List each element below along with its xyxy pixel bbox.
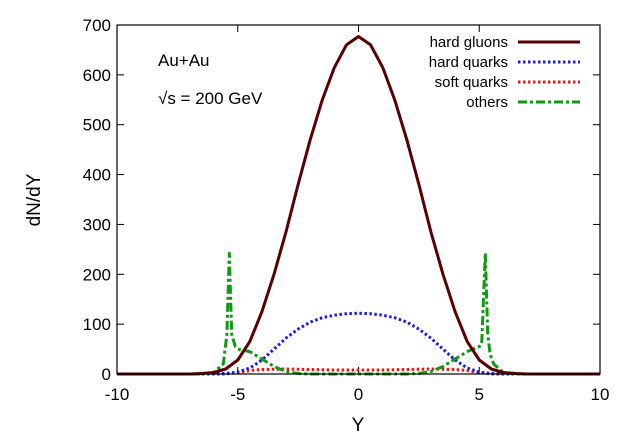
legend: hard gluons hard quarks soft quarks others: [429, 34, 580, 111]
x-tick-label: 5: [475, 385, 484, 404]
series-line-others: [117, 251, 600, 376]
x-tick-label: 0: [354, 385, 363, 404]
x-tick-label: 10: [591, 385, 610, 404]
series-line-hard-gluons: [117, 35, 600, 376]
x-axis-title: Y: [352, 415, 365, 436]
axis-ticks: 0 100 200 300 400 500 600 700 -10 -5 0 5 10: [83, 16, 610, 404]
legend-label: hard gluons: [430, 34, 508, 51]
y-tick-label: 100: [83, 315, 111, 334]
y-axis-title: dN/dY: [24, 173, 45, 226]
x-tick-label: -10: [105, 385, 130, 404]
y-tick-label: 300: [83, 215, 111, 234]
legend-label: others: [466, 94, 508, 111]
y-tick-label: 600: [83, 66, 111, 85]
plot-frame: [116, 24, 601, 375]
y-tick-label: 700: [83, 16, 111, 35]
legend-label: soft quarks: [435, 74, 508, 91]
series-line-soft-quarks: [117, 367, 600, 376]
y-tick-label: 500: [83, 116, 111, 135]
y-tick-label: 200: [83, 265, 111, 284]
plot-series: [117, 35, 600, 376]
x-tick-label: -5: [230, 385, 245, 404]
y-tick-label: 400: [83, 166, 111, 185]
annotation-collision-system: Au+Au: [158, 51, 210, 70]
series-line-hard-quarks: [117, 311, 600, 376]
y-tick-label: 0: [102, 365, 111, 384]
annotation-energy: √s = 200 GeV: [158, 89, 263, 108]
legend-label: hard quarks: [429, 54, 508, 71]
